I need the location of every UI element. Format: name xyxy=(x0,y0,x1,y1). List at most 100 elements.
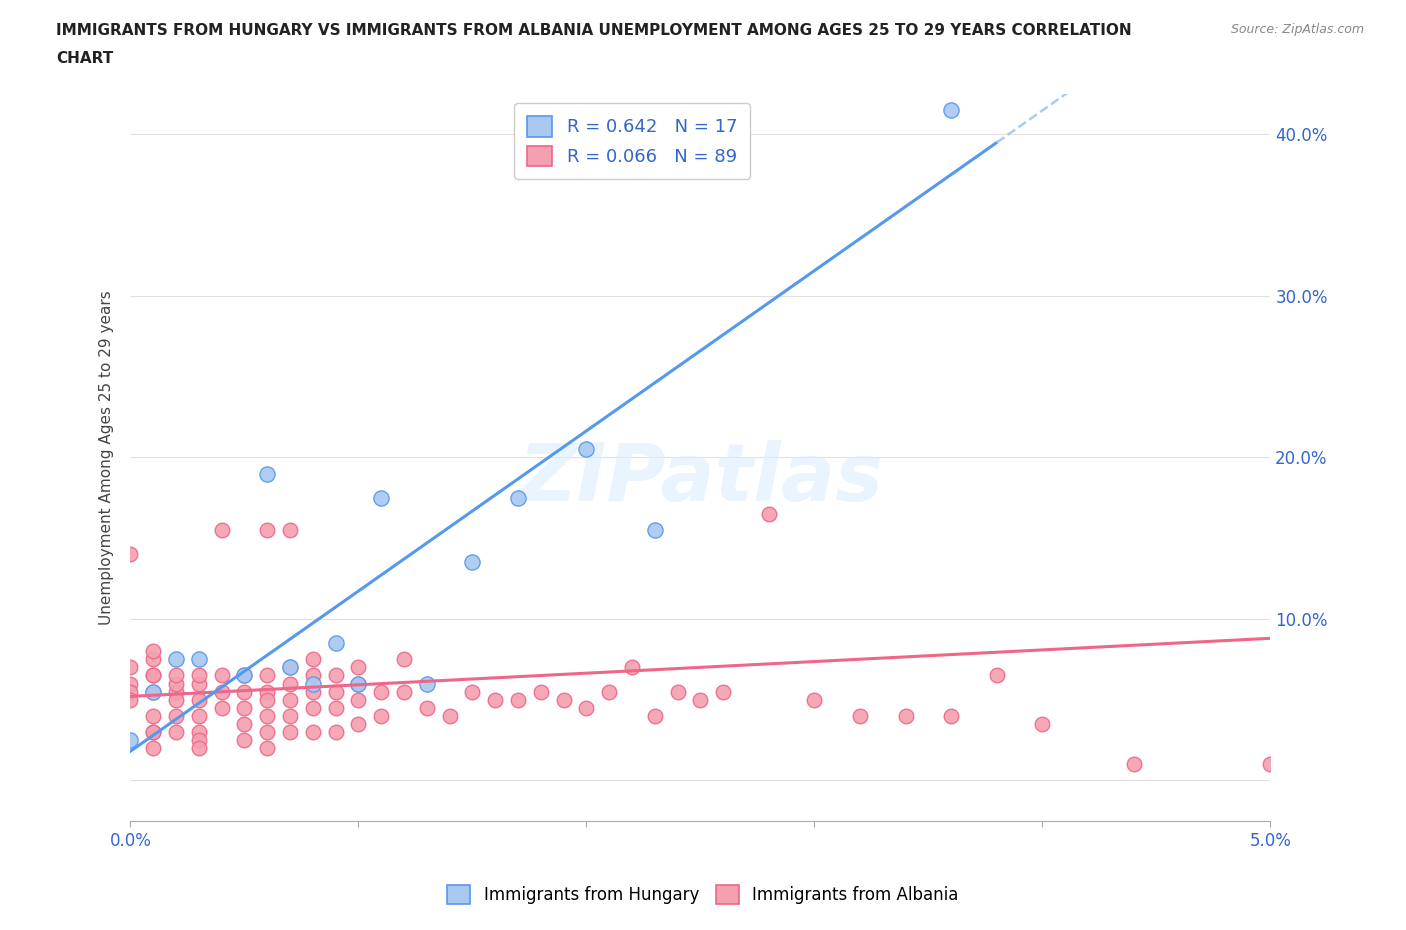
Point xyxy=(142,740,165,755)
Legend: Immigrants from Hungary, Immigrants from Albania: Immigrants from Hungary, Immigrants from… xyxy=(440,878,966,910)
Point xyxy=(211,700,233,715)
Point xyxy=(370,490,392,505)
Point xyxy=(256,523,278,538)
Point xyxy=(278,660,301,675)
Point xyxy=(278,709,301,724)
Point xyxy=(301,724,323,739)
Point xyxy=(256,466,278,481)
Point xyxy=(325,700,347,715)
Point xyxy=(553,692,575,707)
Point xyxy=(120,733,142,748)
Point xyxy=(666,684,689,699)
Point xyxy=(142,684,165,699)
Text: CHART: CHART xyxy=(56,51,114,66)
Point xyxy=(506,490,529,505)
Point xyxy=(325,668,347,683)
Point xyxy=(120,547,142,562)
Point xyxy=(278,692,301,707)
Y-axis label: Unemployment Among Ages 25 to 29 years: Unemployment Among Ages 25 to 29 years xyxy=(100,290,114,625)
Point xyxy=(347,692,370,707)
Text: IMMIGRANTS FROM HUNGARY VS IMMIGRANTS FROM ALBANIA UNEMPLOYMENT AMONG AGES 25 TO: IMMIGRANTS FROM HUNGARY VS IMMIGRANTS FR… xyxy=(56,23,1132,38)
Point xyxy=(142,668,165,683)
Point xyxy=(187,724,209,739)
Point xyxy=(256,692,278,707)
Point xyxy=(506,692,529,707)
Point xyxy=(986,668,1008,683)
Point xyxy=(233,668,256,683)
Point xyxy=(120,692,142,707)
Point xyxy=(142,724,165,739)
Point xyxy=(347,676,370,691)
Point xyxy=(187,676,209,691)
Point xyxy=(120,676,142,691)
Point xyxy=(347,716,370,731)
Point xyxy=(142,668,165,683)
Point xyxy=(120,660,142,675)
Point xyxy=(1122,757,1144,772)
Point xyxy=(849,709,872,724)
Point xyxy=(233,716,256,731)
Point xyxy=(142,724,165,739)
Point xyxy=(256,684,278,699)
Point xyxy=(644,709,666,724)
Point xyxy=(142,684,165,699)
Point xyxy=(392,684,415,699)
Text: ZIPatlas: ZIPatlas xyxy=(517,440,883,518)
Point xyxy=(120,684,142,699)
Point xyxy=(278,660,301,675)
Point xyxy=(256,668,278,683)
Point xyxy=(347,676,370,691)
Point xyxy=(187,692,209,707)
Point xyxy=(325,684,347,699)
Point xyxy=(165,668,187,683)
Point xyxy=(939,102,962,117)
Point xyxy=(233,700,256,715)
Point xyxy=(461,555,484,570)
Point xyxy=(301,700,323,715)
Point xyxy=(187,709,209,724)
Point xyxy=(325,636,347,651)
Point xyxy=(598,684,620,699)
Point xyxy=(620,660,643,675)
Point xyxy=(233,684,256,699)
Point xyxy=(187,652,209,667)
Point xyxy=(758,507,780,522)
Point xyxy=(256,724,278,739)
Point xyxy=(301,668,323,683)
Point xyxy=(392,652,415,667)
Point xyxy=(416,700,439,715)
Point xyxy=(165,709,187,724)
Point xyxy=(211,523,233,538)
Point xyxy=(644,523,666,538)
Point xyxy=(142,709,165,724)
Point xyxy=(301,652,323,667)
Point xyxy=(530,684,553,699)
Point xyxy=(187,668,209,683)
Point xyxy=(165,684,187,699)
Point xyxy=(211,684,233,699)
Point xyxy=(165,724,187,739)
Point xyxy=(484,692,506,707)
Point xyxy=(142,644,165,658)
Point xyxy=(894,709,917,724)
Point xyxy=(347,660,370,675)
Point xyxy=(278,724,301,739)
Point xyxy=(803,692,825,707)
Point xyxy=(187,733,209,748)
Point xyxy=(370,709,392,724)
Point xyxy=(689,692,711,707)
Point xyxy=(165,692,187,707)
Point xyxy=(165,652,187,667)
Point xyxy=(142,652,165,667)
Point xyxy=(416,676,439,691)
Point xyxy=(301,676,323,691)
Point xyxy=(278,523,301,538)
Point xyxy=(1031,716,1053,731)
Point xyxy=(461,684,484,699)
Point xyxy=(370,684,392,699)
Point xyxy=(187,740,209,755)
Point xyxy=(165,676,187,691)
Point xyxy=(278,676,301,691)
Point xyxy=(233,733,256,748)
Point xyxy=(575,700,598,715)
